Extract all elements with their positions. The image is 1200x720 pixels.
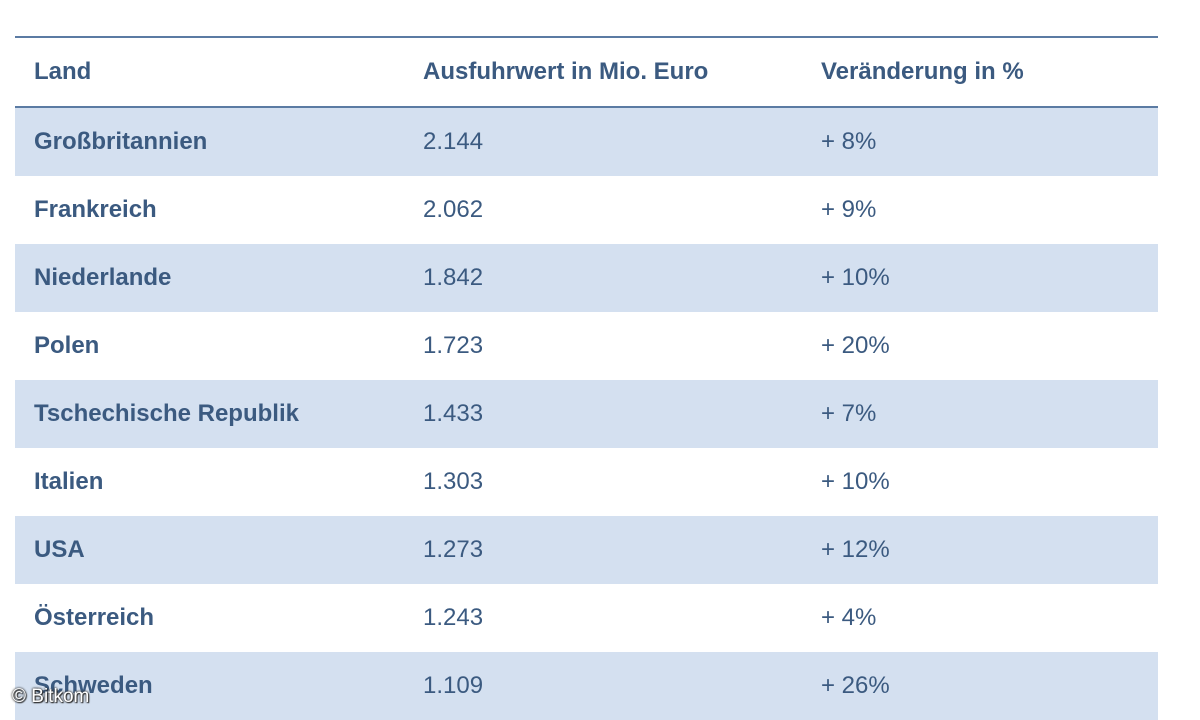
table-row: Großbritannien 2.144 + 8% [15, 108, 1158, 176]
cell-land: Polen [34, 332, 100, 359]
cell-land: Österreich [34, 604, 155, 631]
cell-ausfuhrwert: 1.303 [423, 468, 484, 495]
export-table: Land Ausfuhrwert in Mio. Euro Veränderun… [15, 36, 1158, 720]
table-row: Italien 1.303 + 10% [15, 448, 1158, 516]
table-row: Österreich 1.243 + 4% [15, 584, 1158, 652]
table-row: Frankreich 2.062 + 9% [15, 176, 1158, 244]
cell-veraenderung: + 26% [821, 672, 890, 699]
cell-veraenderung: + 4% [821, 604, 877, 631]
cell-ausfuhrwert: 1.433 [423, 400, 484, 427]
header-ausfuhrwert: Ausfuhrwert in Mio. Euro [423, 58, 709, 85]
table-header-row: Land Ausfuhrwert in Mio. Euro Veränderun… [15, 38, 1158, 108]
table-top-rule [15, 36, 1158, 38]
cell-ausfuhrwert: 1.842 [423, 264, 484, 291]
cell-land: Großbritannien [34, 128, 208, 155]
cell-veraenderung: + 10% [821, 264, 890, 291]
header-veraenderung: Veränderung in % [821, 58, 1024, 85]
cell-land: Niederlande [34, 264, 172, 291]
cell-ausfuhrwert: 2.062 [423, 196, 484, 223]
header-land: Land [34, 58, 92, 85]
cell-ausfuhrwert: 1.273 [423, 536, 484, 563]
image-credit: © Bitkom [12, 686, 90, 707]
cell-land: Tschechische Republik [34, 400, 299, 427]
table-row: Polen 1.723 + 20% [15, 312, 1158, 380]
cell-veraenderung: + 9% [821, 196, 877, 223]
cell-ausfuhrwert: 1.723 [423, 332, 484, 359]
cell-veraenderung: + 20% [821, 332, 890, 359]
table-row: Schweden 1.109 + 26% [15, 652, 1158, 720]
cell-land: Schweden [34, 672, 153, 699]
table-row: USA 1.273 + 12% [15, 516, 1158, 584]
cell-veraenderung: + 7% [821, 400, 877, 427]
cell-veraenderung: + 12% [821, 536, 890, 563]
cell-land: Italien [34, 468, 104, 495]
cell-ausfuhrwert: 1.109 [423, 672, 484, 699]
table-row: Tschechische Republik 1.433 + 7% [15, 380, 1158, 448]
cell-land: Frankreich [34, 196, 157, 223]
cell-veraenderung: + 10% [821, 468, 890, 495]
cell-ausfuhrwert: 2.144 [423, 128, 484, 155]
table-row: Niederlande 1.842 + 10% [15, 244, 1158, 312]
cell-ausfuhrwert: 1.243 [423, 604, 484, 631]
cell-land: USA [34, 536, 85, 563]
cell-veraenderung: + 8% [821, 128, 877, 155]
